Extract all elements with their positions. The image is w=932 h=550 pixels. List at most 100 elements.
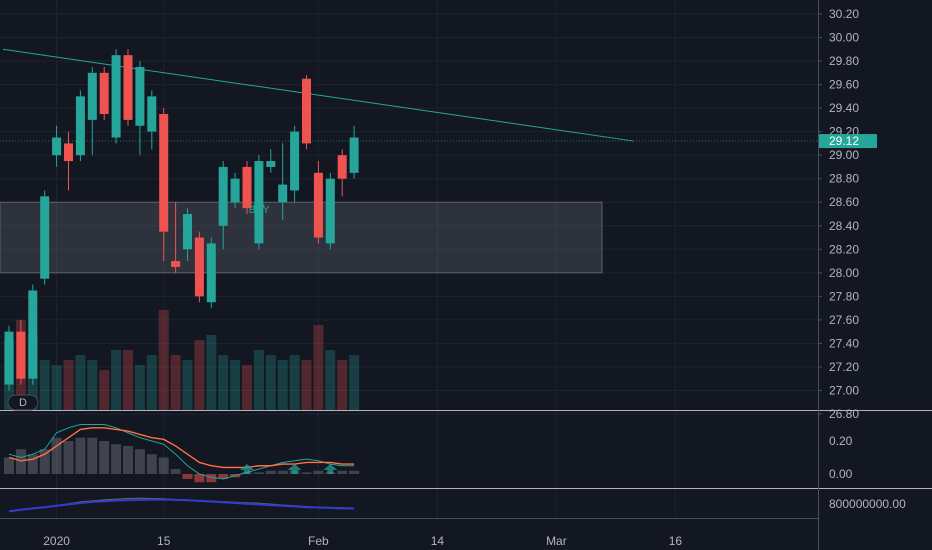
- candle-body: [40, 196, 50, 279]
- candle[interactable]: [206, 237, 216, 309]
- candle-body: [28, 290, 38, 379]
- candle-body: [87, 72, 97, 120]
- osc-histogram-bar: [206, 474, 217, 483]
- candle-body: [75, 96, 85, 156]
- candle[interactable]: [266, 149, 276, 173]
- volume-bar: [253, 350, 264, 410]
- candle[interactable]: [218, 161, 228, 250]
- candle[interactable]: [123, 49, 133, 126]
- osc-histogram-bar: [337, 470, 348, 474]
- volume-bar: [242, 365, 252, 410]
- candle[interactable]: [64, 131, 73, 191]
- time-tick-label: 15: [157, 534, 171, 548]
- osc-histogram-bar: [75, 437, 86, 474]
- candle-body: [64, 143, 73, 162]
- price-tick-label: 28.20: [829, 242, 859, 256]
- volume-bar: [87, 360, 98, 410]
- osc-histogram-bar: [158, 457, 169, 474]
- volume-bar: [146, 355, 157, 410]
- candle[interactable]: [16, 319, 26, 385]
- osc-line-slow: [8, 427, 355, 469]
- volume-bar: [206, 335, 217, 410]
- osc-histogram-bar: [277, 470, 288, 474]
- volume-bar: [99, 370, 110, 410]
- volume-bar: [218, 355, 229, 410]
- osc-arrow-icon: [287, 464, 302, 474]
- buy-signal: BUY: [249, 200, 270, 216]
- candle-body: [147, 96, 157, 132]
- time-tick-label: 14: [431, 534, 445, 548]
- osc-tick-label: 0.20: [829, 434, 853, 448]
- candle[interactable]: [135, 61, 145, 156]
- last-price-badge: [819, 134, 877, 149]
- candle[interactable]: [325, 172, 335, 250]
- osc-histogram-bar: [39, 449, 50, 474]
- candle[interactable]: [290, 125, 300, 203]
- candle[interactable]: [349, 125, 359, 179]
- time-axis[interactable]: 2020 15 Feb 14 Mar 16: [43, 534, 682, 548]
- volume-bar: [170, 355, 181, 410]
- volume-bar: [349, 355, 360, 410]
- candle[interactable]: [99, 66, 109, 120]
- candle[interactable]: [40, 190, 50, 285]
- price-tick-label: 29.80: [829, 54, 859, 68]
- candle-body: [52, 137, 62, 156]
- osc-histogram-bar: [15, 449, 26, 474]
- price-tick-label: 27.40: [829, 336, 859, 350]
- candle-body: [302, 78, 311, 144]
- candle-body: [4, 331, 14, 385]
- candle[interactable]: [28, 284, 38, 385]
- volume-bar: [123, 350, 133, 410]
- support-zone: [0, 201, 603, 274]
- price-axis[interactable]: 30.2030.0029.8029.6029.4029.2029.0028.80…: [818, 7, 906, 511]
- volume-bar: [51, 365, 62, 410]
- osc-histogram-bar: [87, 437, 98, 474]
- candle[interactable]: [313, 161, 323, 244]
- price-tick-label: 27.80: [829, 289, 859, 303]
- candle[interactable]: [302, 75, 311, 150]
- price-tick-label: 26.80: [829, 407, 859, 421]
- candle[interactable]: [4, 325, 14, 391]
- candle[interactable]: [183, 208, 192, 262]
- candle[interactable]: [230, 172, 240, 209]
- candle[interactable]: [337, 149, 347, 197]
- osc-histogram-bar: [27, 454, 38, 474]
- candle[interactable]: [75, 90, 85, 162]
- candle-body: [183, 214, 192, 250]
- candle[interactable]: [159, 108, 169, 262]
- buy-signal-label: BUY: [249, 205, 270, 216]
- candle[interactable]: [278, 143, 288, 220]
- interval-badge[interactable]: D: [7, 394, 39, 411]
- osc-histogram-bar: [301, 472, 312, 474]
- volume-bar: [289, 355, 300, 410]
- osc-histogram-bar: [99, 441, 110, 474]
- candle[interactable]: [52, 125, 62, 167]
- candle[interactable]: [147, 90, 157, 150]
- price-tick-label: 28.80: [829, 172, 859, 186]
- candle[interactable]: [111, 49, 121, 144]
- candle-body: [135, 66, 145, 126]
- osc-histogram-bar: [51, 437, 62, 474]
- candle-body: [242, 166, 252, 209]
- candles[interactable]: [4, 49, 359, 391]
- resistance-trendline[interactable]: [2, 48, 634, 142]
- candle[interactable]: [242, 161, 252, 214]
- candle[interactable]: [87, 66, 97, 156]
- candle-body: [171, 261, 181, 267]
- candle-body: [337, 155, 347, 179]
- candle[interactable]: [194, 231, 204, 303]
- osc-histogram-bar: [146, 454, 157, 474]
- volume-line-pane: [8, 497, 355, 513]
- time-tick-label: 2020: [43, 534, 70, 548]
- candle-body: [99, 72, 109, 114]
- osc-histogram-bar: [111, 444, 122, 474]
- volume-bar: [182, 360, 193, 410]
- candle-body: [266, 161, 276, 167]
- volume-bar: [158, 310, 169, 410]
- volume-bar: [63, 360, 74, 410]
- price-tick-label: 29.40: [829, 101, 859, 115]
- volume-bar: [313, 325, 324, 410]
- candle[interactable]: [171, 202, 181, 273]
